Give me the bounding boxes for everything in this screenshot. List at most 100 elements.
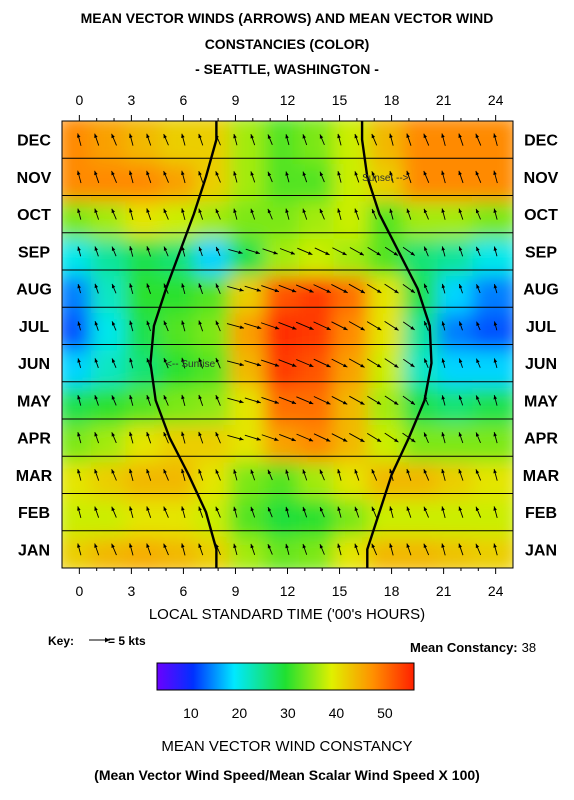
wind-arrow xyxy=(267,543,273,555)
wind-arrow xyxy=(331,321,348,331)
wind-arrow xyxy=(129,170,134,184)
x-tick-label-top: 18 xyxy=(384,92,400,108)
wind-arrow xyxy=(295,284,314,293)
month-label-left: JUL xyxy=(19,319,49,336)
wind-arrow xyxy=(233,543,238,556)
wind-arrow xyxy=(389,543,394,556)
month-label-right: AUG xyxy=(523,282,559,299)
wind-arrow xyxy=(319,208,325,220)
wind-arrow xyxy=(228,249,243,254)
month-label-right: SEP xyxy=(525,244,557,261)
wind-arrow xyxy=(384,320,399,331)
wind-arrow xyxy=(94,543,100,556)
wind-arrow xyxy=(244,434,261,441)
mean-constancy-label: Mean Constancy: xyxy=(410,640,518,655)
wind-arrow xyxy=(366,358,382,368)
wind-arrow xyxy=(337,543,342,556)
wind-arrow xyxy=(233,208,238,220)
wind-arrow xyxy=(389,208,394,220)
wind-arrow xyxy=(146,320,151,332)
wind-arrow xyxy=(441,506,446,518)
wind-arrow xyxy=(332,247,347,256)
wind-arrow xyxy=(278,396,297,405)
wind-arrow xyxy=(337,506,342,518)
wind-arrow xyxy=(354,133,360,146)
wind-arrow xyxy=(279,248,296,255)
mean-constancy: Mean Constancy: 38 xyxy=(410,640,536,655)
wind-arrow xyxy=(146,170,152,184)
wind-arrow xyxy=(244,360,262,367)
colorbar: 10 20 30 40 50 xyxy=(156,662,415,721)
wind-arrow xyxy=(458,170,464,184)
wind-arrow xyxy=(493,395,498,406)
colorbar-tick-label: 20 xyxy=(232,705,248,721)
wind-arrow xyxy=(146,283,151,294)
wind-arrow xyxy=(441,358,446,368)
x-tick-label-top: 24 xyxy=(488,92,504,108)
wind-arrow xyxy=(250,506,256,518)
wind-arrow xyxy=(94,358,99,369)
wind-arrow xyxy=(215,171,221,183)
wind-arrow xyxy=(163,506,169,518)
wind-arrow xyxy=(459,321,463,331)
wind-arrow xyxy=(441,543,446,556)
wind-arrow xyxy=(423,506,429,518)
wind-arrow xyxy=(402,284,416,294)
colorbar-tick-label: 10 xyxy=(183,705,199,721)
wind-arrow xyxy=(354,171,360,183)
wind-arrow xyxy=(181,468,186,481)
wind-arrow xyxy=(296,433,314,442)
month-label-left: FEB xyxy=(18,505,50,522)
wind-arrow xyxy=(337,208,342,220)
wind-arrow xyxy=(285,171,290,183)
wind-arrow xyxy=(476,284,481,294)
wind-arrow xyxy=(261,396,279,404)
wind-arrow xyxy=(319,171,325,183)
wind-arrow xyxy=(371,468,378,481)
x-tick-label-bottom: 21 xyxy=(436,583,452,599)
wind-arrow xyxy=(181,133,186,146)
wind-arrow xyxy=(146,246,151,257)
wind-arrow xyxy=(441,246,446,257)
wind-arrow xyxy=(297,247,313,255)
wind-arrow xyxy=(198,283,204,295)
wind-arrow xyxy=(458,358,463,368)
wind-arrow xyxy=(278,359,297,367)
wind-arrow xyxy=(475,395,481,406)
wind-arrow xyxy=(371,133,378,146)
wind-arrow xyxy=(406,543,412,556)
wind-arrow xyxy=(331,358,348,368)
wind-arrow xyxy=(129,468,134,481)
wind-arrow xyxy=(406,468,412,481)
wind-arrow xyxy=(163,246,169,257)
wind-arrow xyxy=(349,247,365,256)
wind-arrow xyxy=(94,170,100,184)
wind-arrow xyxy=(146,431,152,444)
wind-arrow xyxy=(475,133,482,146)
wind-arrow xyxy=(441,208,446,220)
x-tick-label-bottom: 9 xyxy=(232,583,240,599)
wind-arrow xyxy=(348,321,365,331)
wind-arrow xyxy=(423,208,429,220)
wind-arrow xyxy=(250,543,256,556)
month-label-left: JAN xyxy=(18,542,50,559)
wind-arrow xyxy=(302,469,308,481)
wind-arrow xyxy=(319,134,325,146)
wind-arrow xyxy=(458,468,464,481)
wind-arrow xyxy=(129,543,134,556)
wind-arrow xyxy=(94,283,99,294)
wind-arrow xyxy=(319,469,325,481)
wind-arrow xyxy=(129,133,134,146)
wind-arrow xyxy=(406,133,412,146)
month-label-right: FEB xyxy=(525,505,557,522)
wind-arrow xyxy=(475,358,481,368)
wind-arrow xyxy=(423,320,429,331)
wind-arrow xyxy=(285,543,290,555)
wind-arrow xyxy=(406,506,412,518)
month-label-right: JUN xyxy=(525,356,557,373)
wind-arrow xyxy=(313,433,331,442)
wind-arrow xyxy=(146,506,152,518)
wind-arrow xyxy=(215,469,221,481)
wind-arrow xyxy=(198,320,204,332)
wind-arrow xyxy=(94,468,100,481)
